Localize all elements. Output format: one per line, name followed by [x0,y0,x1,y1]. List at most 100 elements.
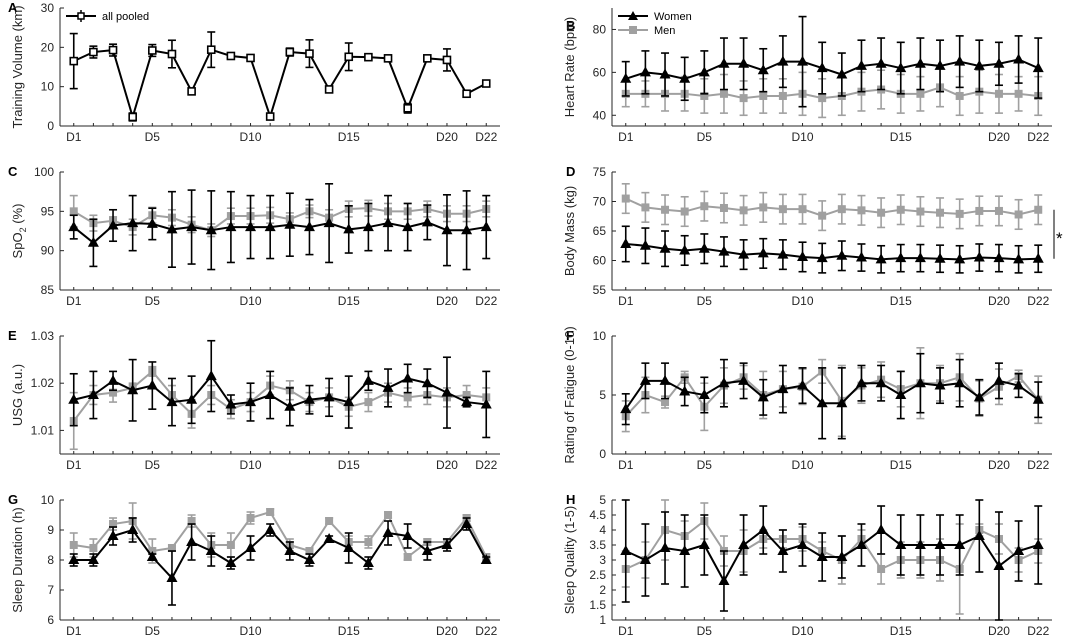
data-point [993,374,1005,385]
data-point [816,397,828,408]
data-point [818,211,827,220]
data-point [187,517,196,525]
data-point [934,539,946,549]
y-tick-label: 9 [47,523,54,537]
data-point [186,221,198,232]
series-line [73,207,487,232]
data-point [108,45,118,55]
data-point [481,79,491,88]
data-point [757,247,769,258]
data-point [1013,53,1025,64]
data-point [718,575,730,585]
y-tick-label: 0 [599,447,606,461]
x-tick-label: D22 [475,624,497,638]
data-point [284,400,296,411]
data-point [1032,252,1044,263]
data-point [718,57,730,68]
y-tick-label: 30 [41,1,55,15]
x-tick-label: D20 [436,130,458,144]
data-point [895,62,907,73]
data-point [127,384,139,395]
y-tick-label: 6 [47,613,54,627]
data-point [993,252,1005,263]
y-tick-label: 60 [593,254,607,268]
data-point [973,251,985,262]
data-point [934,59,946,70]
data-point [421,545,433,555]
y-axis-label: USG (a.u.) [10,364,25,426]
x-tick-label: D5 [145,294,161,308]
data-point [757,524,769,534]
x-tick-label: D15 [890,624,912,638]
data-point [362,374,374,385]
x-tick-label: D1 [66,294,82,308]
y-tick-label: 10 [41,493,55,507]
legend: Women Men [618,11,692,37]
x-tick-label: D15 [890,130,912,144]
series-line [72,369,487,422]
data-point [323,217,335,228]
data-point [719,89,728,98]
data-point [107,219,119,230]
y-axis-label: SpO2 (%) [10,204,28,259]
data-point [994,89,1003,98]
y-axis-label: Heart Rate (bpm) [562,17,577,117]
y-tick-label: 4.5 [589,508,606,522]
data-point [344,52,354,62]
y-tick-label: 20 [41,40,55,54]
data-point [738,248,750,259]
data-point [757,391,769,402]
data-point [1013,253,1025,264]
x-tick-label: D1 [618,130,634,144]
data-point [285,47,295,57]
data-point [441,224,453,235]
data-point [303,393,315,404]
data-point [777,248,789,259]
data-point [621,194,630,203]
data-point [1032,539,1044,549]
data-point [423,54,432,63]
x-tick-label: D10 [792,624,814,638]
data-point [836,551,848,561]
y-tick-label: 3.5 [589,538,606,552]
data-point [620,545,632,555]
x-tick-label: D22 [1027,624,1049,638]
data-point [107,530,119,540]
x-tick-label: D10 [792,130,814,144]
data-point [146,551,158,561]
data-point [148,46,157,55]
data-point [462,391,471,399]
series-line [73,48,487,121]
y-tick-label: 75 [593,165,607,179]
data-point [620,72,632,83]
data-point [403,104,412,113]
data-point [303,554,315,564]
data-point [225,398,237,409]
y-tick-label: 55 [593,283,607,297]
data-point [934,252,946,263]
data-point [364,538,373,546]
data-point [955,209,964,218]
panel-label: H [566,492,575,507]
data-point [679,385,691,396]
series-all-pooled [69,31,491,122]
x-tick-label: D15 [338,294,360,308]
series-women [68,517,492,606]
data-point [1013,379,1025,390]
data-point [186,393,198,404]
panel-f: F 0 5 10 D1 D5 D10 D15 D20 D22 Rating of Fatigue (… [562,326,1052,472]
data-point [166,223,178,234]
x-tick-label: D5 [145,624,161,638]
data-point [700,91,709,100]
data-point [777,545,789,555]
data-point [954,539,966,549]
panel-b: B 40 60 80 D1 D5 D10 D15 D20 D22 Heart Rate (bpm) W… [562,8,1052,144]
data-point [87,236,99,247]
x-tick-label: D1 [618,458,634,472]
data-point [109,388,118,397]
panel-label: D [566,164,575,179]
data-point [461,518,473,528]
data-point [305,547,314,555]
data-point [343,223,355,234]
